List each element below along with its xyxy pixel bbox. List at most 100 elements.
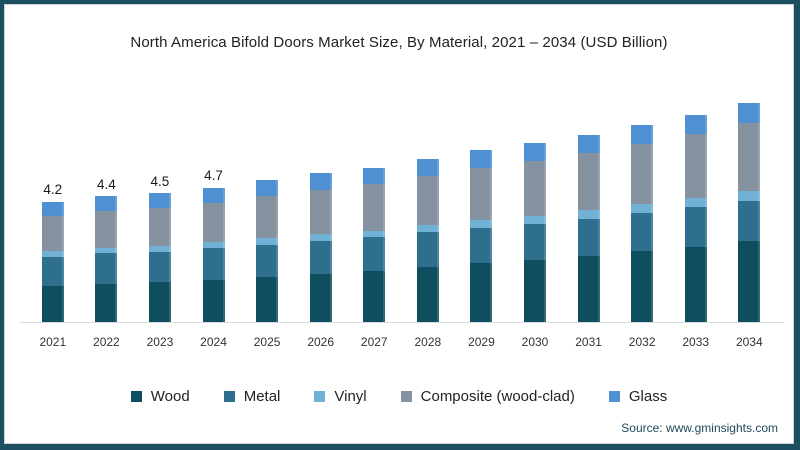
- bar-segment-composite-wood-clad: [202, 202, 225, 243]
- bar-segment-metal: [631, 213, 654, 252]
- legend-item: Vinyl: [314, 388, 367, 405]
- bar-segment-wood: [363, 271, 386, 322]
- source-credit: Source: www.gminsights.com: [621, 421, 778, 435]
- bar-column-2021: 4.2: [26, 79, 80, 322]
- x-tick-label: 2029: [468, 335, 495, 349]
- bar-segment-wood: [256, 276, 279, 322]
- stacked-bar: [684, 114, 707, 322]
- bar-segment-composite-wood-clad: [738, 123, 761, 192]
- bar-segment-composite-wood-clad: [577, 153, 600, 211]
- bar-segment-composite-wood-clad: [41, 216, 64, 252]
- bar-segment-metal: [309, 240, 332, 274]
- bar-segment-vinyl: [256, 238, 279, 245]
- x-axis-tick-labels: 2021 2022 2023 2024 2025 2026 2027 2028 2029 2030…: [26, 335, 776, 349]
- bar-segment-metal: [416, 232, 439, 268]
- plot-area: 4.2 4.4 4.5 4.7: [26, 79, 776, 322]
- legend-label: Vinyl: [334, 388, 367, 405]
- stacked-bar: [631, 124, 654, 322]
- bar-segment-wood: [577, 255, 600, 322]
- legend-label: Metal: [243, 388, 281, 405]
- x-tick-label: 2022: [93, 335, 120, 349]
- bar-segment-glass: [41, 201, 64, 217]
- bar-segment-glass: [148, 193, 171, 209]
- bar-segment-wood: [202, 279, 225, 322]
- bar-segment-vinyl: [309, 233, 332, 241]
- bar-segment-metal: [95, 253, 118, 284]
- bar-segment-vinyl: [148, 245, 171, 252]
- bar-value-label: 4.7: [204, 168, 223, 184]
- bar-segment-glass: [256, 180, 279, 197]
- bar-column-2026: [294, 79, 348, 322]
- bar-column-2027: [347, 79, 401, 322]
- bar-segment-composite-wood-clad: [256, 196, 279, 239]
- legend-item: Glass: [608, 388, 667, 405]
- bar-segment-composite-wood-clad: [684, 134, 707, 198]
- stacked-bar: [470, 150, 493, 322]
- bar-segment-metal: [202, 248, 225, 280]
- bar-segment-glass: [631, 124, 654, 144]
- bar-column-2025: [240, 79, 294, 322]
- bar-segment-glass: [363, 167, 386, 185]
- bar-column-2029: [455, 79, 509, 322]
- legend-swatch-icon: [400, 391, 412, 402]
- x-tick-label: 2021: [39, 335, 67, 349]
- bar-value-label: 4.4: [96, 176, 116, 192]
- bar-segment-vinyl: [41, 251, 64, 257]
- bar-segment-vinyl: [631, 204, 654, 214]
- bar-segment-glass: [416, 159, 439, 177]
- stacked-bar: [577, 134, 600, 322]
- bar-segment-wood: [148, 282, 171, 322]
- legend-label: Composite (wood-clad): [420, 388, 575, 405]
- bar-segment-wood: [523, 259, 546, 322]
- stacked-bar: [363, 167, 386, 322]
- bar-segment-composite-wood-clad: [363, 184, 386, 231]
- bar-segment-composite-wood-clad: [631, 143, 654, 205]
- bar-segment-glass: [470, 150, 493, 169]
- bar-column-2032: [615, 79, 669, 322]
- legend-swatch-icon: [314, 391, 326, 402]
- bar-segment-glass: [202, 187, 225, 203]
- bar-segment-wood: [41, 286, 64, 322]
- bar-column-2030: [508, 79, 562, 322]
- x-tick-label: 2033: [682, 335, 710, 349]
- x-tick-label: 2026: [307, 335, 335, 349]
- bar-segment-composite-wood-clad: [470, 168, 493, 220]
- bar-segment-wood: [416, 267, 439, 322]
- stacked-bar: [738, 103, 761, 322]
- x-tick-label: 2028: [414, 335, 442, 349]
- bar-segment-vinyl: [95, 247, 118, 254]
- bar-segment-metal: [148, 251, 171, 283]
- legend-label: Wood: [150, 388, 190, 405]
- legend-swatch-icon: [223, 391, 235, 402]
- bar-segment-vinyl: [523, 215, 546, 224]
- x-tick-label: 2023: [146, 335, 174, 349]
- bar-segment-wood: [470, 263, 493, 322]
- x-tick-label: 2031: [575, 335, 602, 349]
- bar-column-2031: [562, 79, 616, 322]
- stacked-bar: [202, 187, 225, 322]
- stacked-bar: [309, 173, 332, 322]
- bar-segment-vinyl: [684, 197, 707, 208]
- bar-segment-composite-wood-clad: [95, 211, 118, 248]
- bar-column-2022: 4.4: [80, 79, 134, 322]
- bar-segment-vinyl: [470, 219, 493, 228]
- bar-segment-glass: [684, 114, 707, 135]
- bar-segment-glass: [577, 134, 600, 153]
- bar-segment-wood: [684, 246, 707, 322]
- stacked-bar: [256, 180, 279, 322]
- bar-segment-metal: [470, 227, 493, 264]
- x-tick-label: 2027: [360, 335, 388, 349]
- bar-column-2023: 4.5: [133, 79, 187, 322]
- bar-column-2028: [401, 79, 455, 322]
- bar-segment-vinyl: [363, 230, 386, 238]
- bar-segment-metal: [523, 223, 546, 260]
- x-tick-label: 2032: [628, 335, 656, 349]
- chart-title: North America Bifold Doors Market Size, …: [130, 34, 668, 51]
- legend-item: Composite (wood-clad): [400, 388, 575, 405]
- legend: Wood Metal Vinyl Composite (wood-clad) Glass: [4, 388, 794, 405]
- bar-segment-glass: [95, 196, 118, 212]
- bar-segment-composite-wood-clad: [148, 208, 171, 246]
- x-tick-label: 2024: [200, 335, 227, 349]
- bar-segment-wood: [738, 241, 761, 322]
